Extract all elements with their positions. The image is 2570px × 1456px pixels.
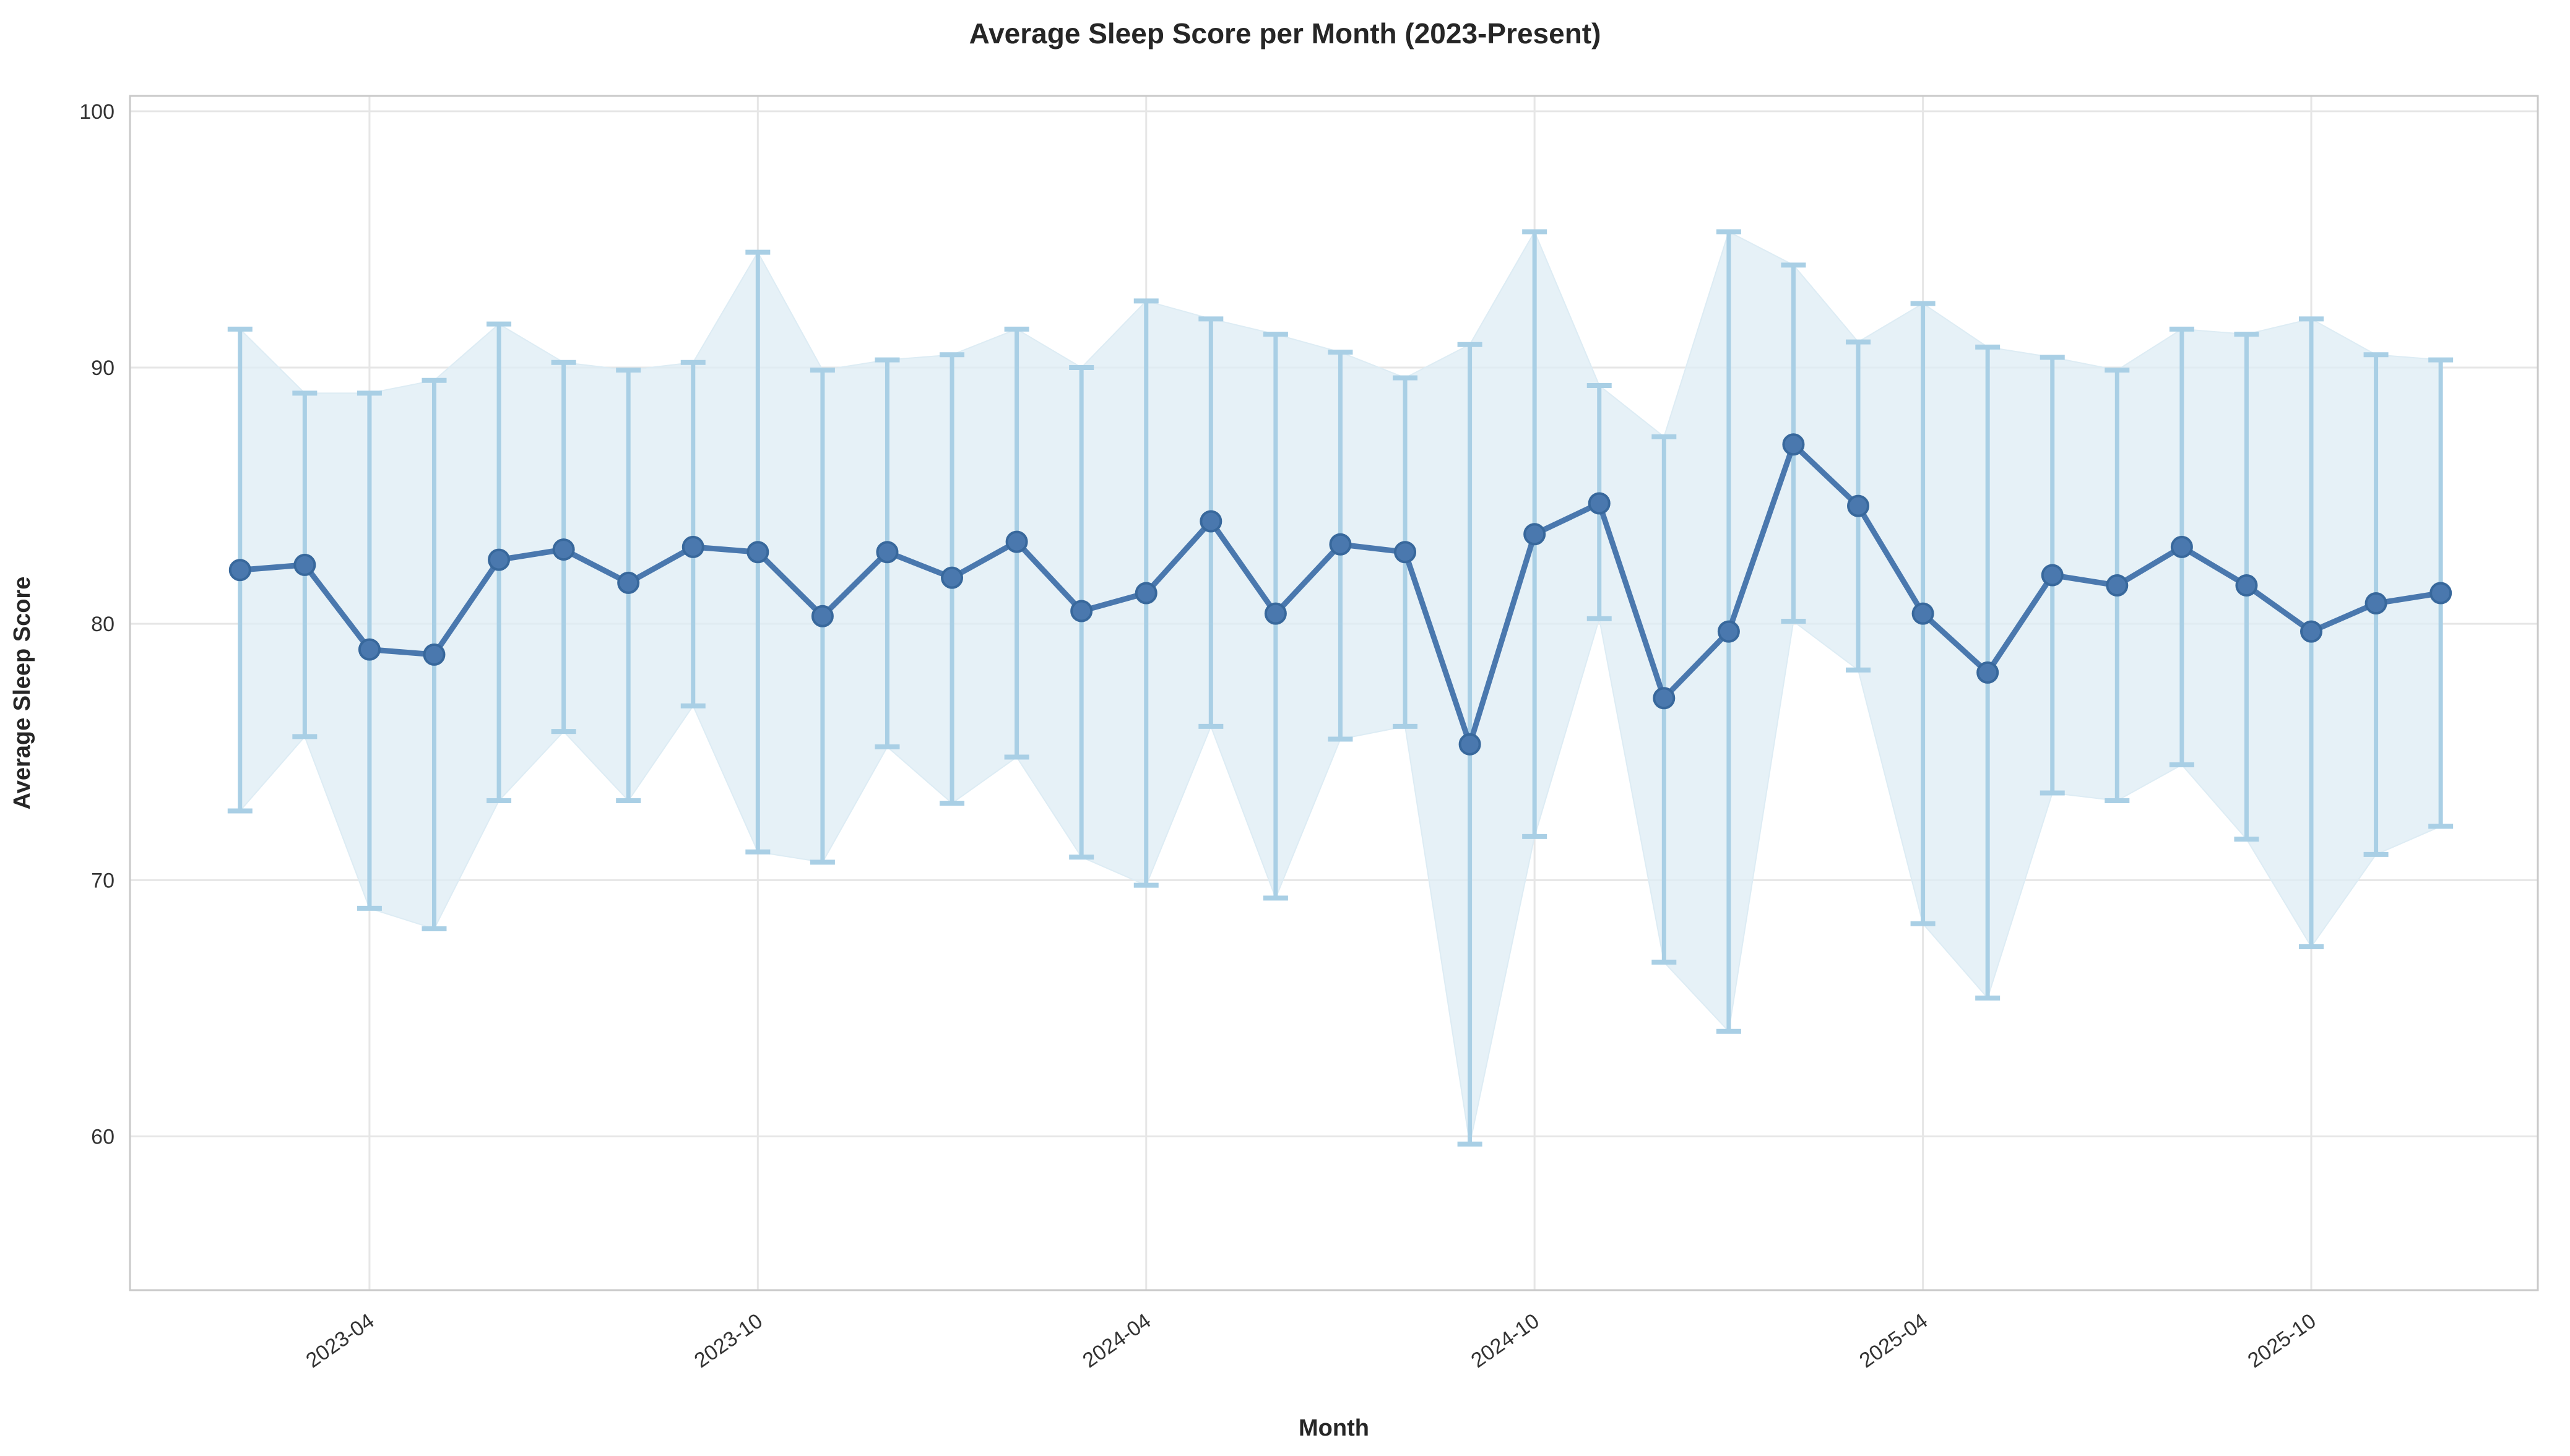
data-point-marker xyxy=(681,535,704,558)
data-point-marker xyxy=(423,643,446,666)
data-point-marker xyxy=(1976,661,1999,684)
data-point-marker xyxy=(746,541,769,564)
data-point-marker xyxy=(488,548,511,571)
data-point-markers-layer xyxy=(228,433,2452,756)
data-point-marker xyxy=(1653,687,1676,710)
data-point-marker xyxy=(2106,574,2129,597)
data-point-marker xyxy=(1588,492,1611,515)
y-tick-label: 80 xyxy=(91,613,115,636)
data-point-marker xyxy=(552,538,575,561)
y-tick-labels: 60 70 80 90 100 xyxy=(79,100,115,1149)
y-tick-label: 90 xyxy=(91,356,115,380)
data-point-marker xyxy=(1135,582,1157,605)
plot-border xyxy=(129,95,2539,1291)
data-point-marker xyxy=(2041,564,2064,587)
data-point-marker xyxy=(617,571,640,594)
data-point-marker xyxy=(941,566,964,589)
data-point-marker xyxy=(1911,602,1934,625)
y-axis-label: Average Sleep Score xyxy=(9,577,35,810)
data-point-marker xyxy=(2235,574,2258,597)
data-point-marker xyxy=(1200,510,1222,533)
y-tick-label: 100 xyxy=(79,100,115,124)
data-point-marker xyxy=(2300,620,2323,643)
data-point-marker xyxy=(1005,530,1028,553)
data-point-marker xyxy=(1394,541,1417,564)
data-point-marker xyxy=(2364,592,2387,615)
data-point-marker xyxy=(2170,535,2193,558)
data-point-marker xyxy=(1458,733,1481,756)
x-axis-label: Month xyxy=(1299,1415,1369,1441)
data-point-marker xyxy=(811,605,834,627)
data-point-marker xyxy=(358,638,381,661)
data-point-marker xyxy=(1523,523,1546,546)
data-point-marker xyxy=(1264,602,1287,625)
chart-title: Average Sleep Score per Month (2023-Pres… xyxy=(969,17,1601,50)
data-point-marker xyxy=(1070,600,1093,622)
data-point-marker xyxy=(2429,582,2452,605)
data-point-marker xyxy=(228,559,251,582)
data-point-marker xyxy=(1329,533,1352,556)
y-tick-label: 60 xyxy=(91,1126,115,1149)
y-tick-label: 70 xyxy=(91,869,115,892)
data-point-marker xyxy=(1717,620,1740,643)
data-point-marker xyxy=(1847,494,1870,517)
data-point-marker xyxy=(876,541,899,564)
data-point-marker xyxy=(1782,433,1805,456)
data-point-marker xyxy=(293,553,316,576)
